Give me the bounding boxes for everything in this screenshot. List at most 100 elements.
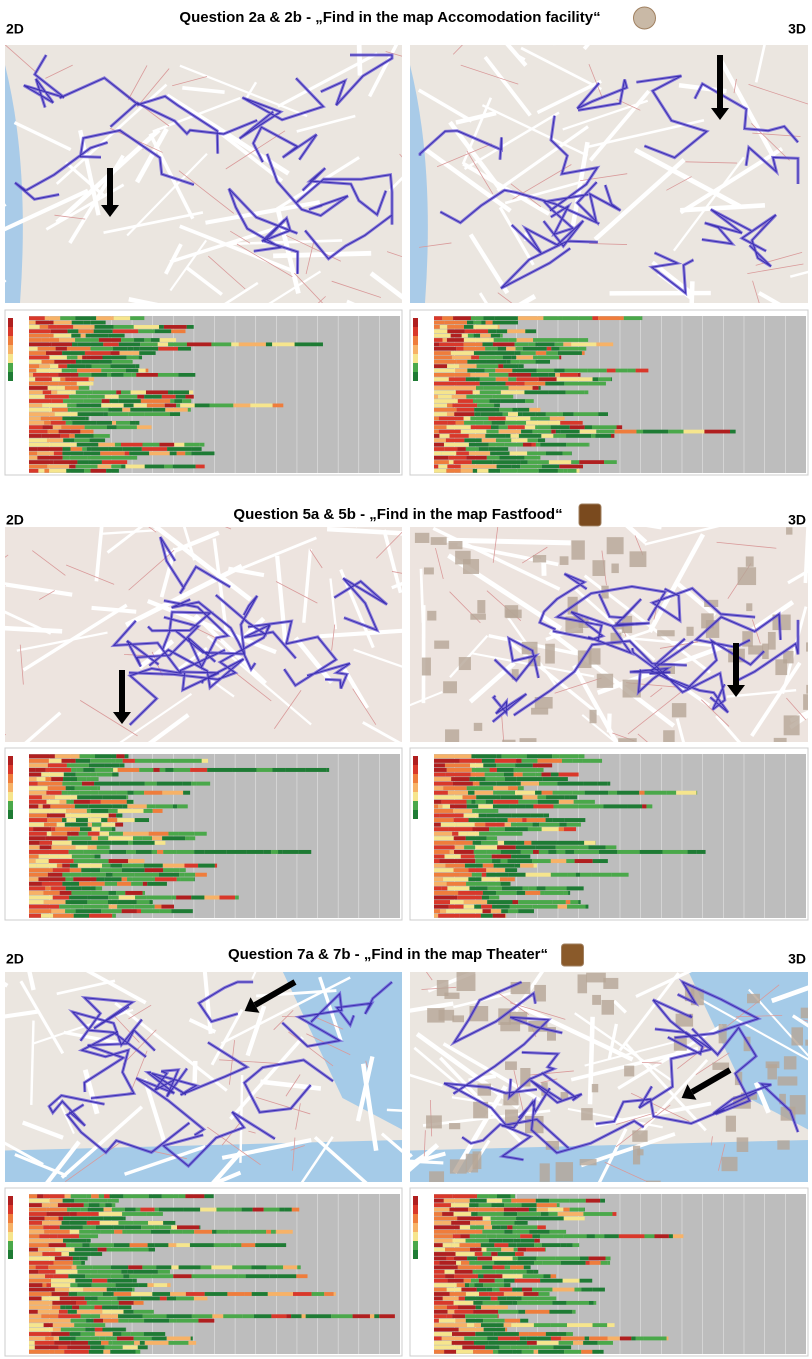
timeline-segment bbox=[29, 456, 37, 460]
timeline-segment bbox=[513, 1239, 521, 1243]
timeline-segment bbox=[89, 1203, 100, 1207]
timeline-segment bbox=[68, 836, 92, 840]
timeline-segment bbox=[447, 465, 460, 469]
timeline-segment bbox=[458, 891, 483, 895]
timeline-segment bbox=[89, 804, 112, 808]
timeline-segment bbox=[574, 412, 598, 416]
timeline-segment bbox=[583, 1212, 599, 1216]
timeline-segment bbox=[553, 791, 573, 795]
building bbox=[805, 1040, 812, 1046]
timeline-segment bbox=[479, 814, 487, 818]
timeline-segment bbox=[44, 823, 57, 827]
timeline-segment bbox=[149, 832, 169, 836]
timeline-segment bbox=[272, 768, 285, 772]
timeline-segment bbox=[485, 823, 504, 827]
timeline-segment bbox=[77, 356, 82, 360]
timeline-segment bbox=[504, 1230, 512, 1234]
timeline-segment bbox=[497, 329, 507, 333]
timeline-segment bbox=[60, 434, 69, 438]
timeline-segment bbox=[87, 809, 91, 813]
timeline-segment bbox=[162, 836, 185, 840]
timeline-segment bbox=[546, 351, 558, 355]
timeline-segment bbox=[598, 412, 606, 416]
timeline-segment bbox=[116, 759, 123, 763]
timeline-segment bbox=[545, 382, 564, 386]
timeline-segment bbox=[95, 768, 113, 772]
timeline-segment bbox=[646, 804, 652, 808]
timeline-segment bbox=[506, 360, 511, 364]
timeline-segment bbox=[64, 1350, 89, 1354]
timeline-segment bbox=[452, 832, 458, 836]
timeline-segment bbox=[184, 873, 195, 877]
timeline-segment bbox=[551, 425, 570, 429]
timeline-segment bbox=[476, 386, 483, 390]
timeline-segment bbox=[434, 782, 453, 786]
timeline-segment bbox=[37, 777, 46, 781]
timeline-segment bbox=[668, 430, 683, 434]
timeline-segment bbox=[504, 841, 524, 845]
timeline-segment bbox=[93, 408, 104, 412]
timeline-segment bbox=[504, 1203, 522, 1207]
timeline-segment bbox=[96, 316, 114, 320]
timeline-segment bbox=[468, 791, 474, 795]
timeline-segment bbox=[151, 1230, 170, 1234]
timeline-segment bbox=[63, 1199, 75, 1203]
timeline-segment bbox=[450, 850, 454, 854]
timeline-segment bbox=[564, 469, 568, 473]
street bbox=[195, 1061, 196, 1083]
timeline-segment bbox=[176, 395, 186, 399]
right-label: 3D bbox=[788, 512, 806, 528]
timeline-segment bbox=[502, 1199, 511, 1203]
timeline-segment bbox=[214, 1274, 238, 1278]
building bbox=[520, 738, 537, 748]
building bbox=[746, 556, 754, 566]
timeline-segment bbox=[231, 342, 239, 346]
timeline-segment bbox=[457, 447, 465, 451]
timeline-segment bbox=[467, 321, 473, 325]
timeline-segment bbox=[442, 1337, 464, 1341]
timeline-segment bbox=[499, 1301, 512, 1305]
timeline-segment bbox=[555, 1257, 580, 1261]
timeline-segment bbox=[591, 873, 611, 877]
timeline-segment bbox=[93, 1265, 111, 1269]
timeline-segment bbox=[662, 850, 687, 854]
timeline-segment bbox=[81, 873, 105, 877]
timeline-segment bbox=[499, 1288, 512, 1292]
timeline-segment bbox=[83, 905, 103, 909]
timeline-segment bbox=[202, 759, 208, 763]
timeline-segment bbox=[434, 364, 447, 368]
timeline-panel bbox=[5, 748, 402, 920]
timeline-segment bbox=[507, 1225, 512, 1229]
timeline-segment bbox=[508, 909, 518, 913]
timeline-segment bbox=[474, 1341, 489, 1345]
timeline-segment bbox=[129, 1274, 151, 1278]
timeline-segment bbox=[38, 1310, 59, 1314]
timeline-segment bbox=[29, 1217, 44, 1221]
timeline-segment bbox=[295, 342, 311, 346]
timeline-segment bbox=[434, 909, 440, 913]
building bbox=[737, 1137, 749, 1152]
timeline-segment bbox=[500, 795, 522, 799]
timeline-segment bbox=[29, 800, 46, 804]
timeline-segment bbox=[480, 412, 503, 416]
timeline-segment bbox=[29, 782, 38, 786]
timeline-segment bbox=[554, 804, 579, 808]
timeline-segment bbox=[178, 373, 195, 377]
timeline-segment bbox=[491, 1203, 504, 1207]
timeline-segment bbox=[491, 909, 501, 913]
timeline-segment bbox=[445, 864, 465, 868]
timeline-segment bbox=[434, 845, 455, 849]
timeline-segment bbox=[434, 1279, 448, 1283]
timeline-segment bbox=[466, 447, 479, 451]
timeline-segment bbox=[475, 823, 486, 827]
timeline-segment bbox=[49, 1243, 66, 1247]
timeline-segment bbox=[439, 417, 457, 421]
timeline-segment bbox=[496, 782, 521, 786]
timeline-segment bbox=[509, 338, 517, 342]
timeline-segment bbox=[61, 1288, 69, 1292]
timeline-segment bbox=[533, 804, 553, 808]
timeline-segment bbox=[75, 338, 99, 342]
timeline-segment bbox=[529, 1208, 537, 1212]
timeline-segment bbox=[29, 1265, 36, 1269]
timeline-segment bbox=[66, 800, 73, 804]
